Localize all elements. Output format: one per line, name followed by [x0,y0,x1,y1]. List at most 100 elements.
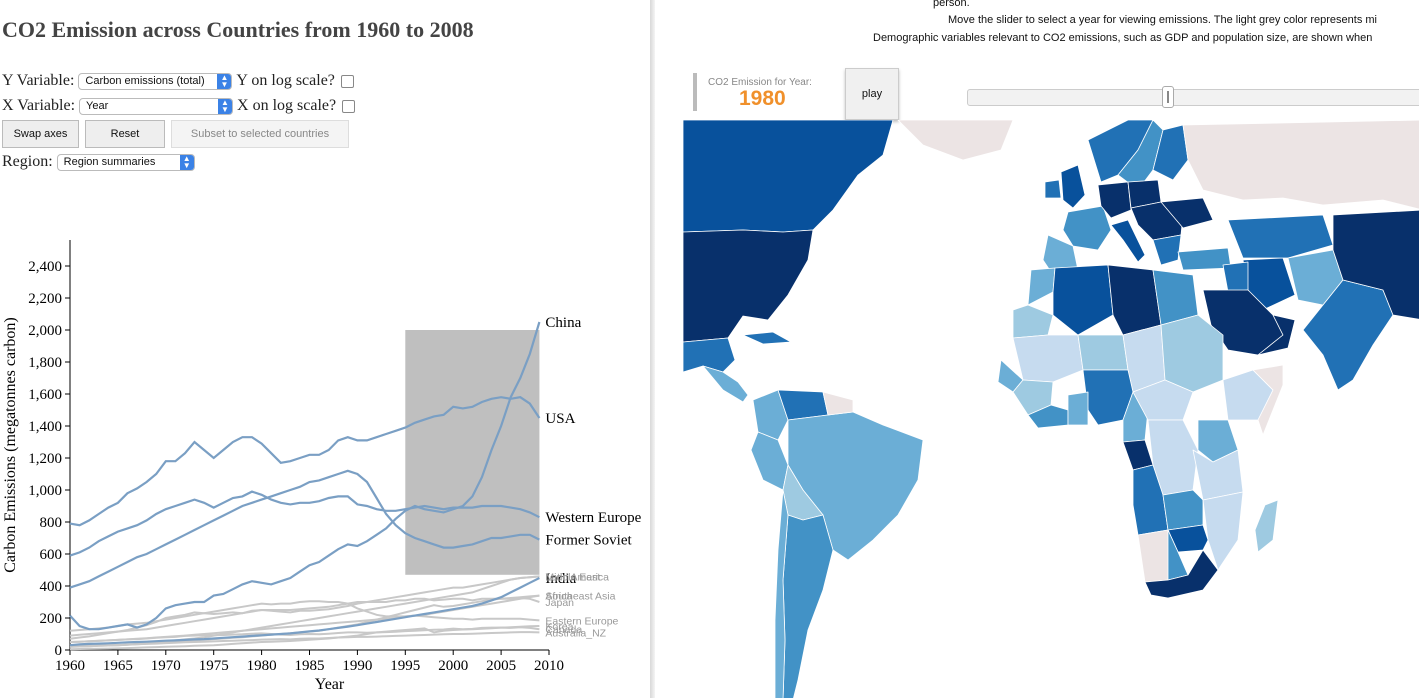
y-tick-label: 600 [40,547,63,563]
country-chile[interactable] [774,489,789,698]
x-tick-label: 2005 [486,658,516,674]
country-mexico[interactable] [683,337,736,373]
play-button[interactable]: play [845,68,899,120]
instruction-line-1: person. [933,0,970,9]
x-tick-label: 1965 [103,658,133,674]
country-gabon-congo[interactable] [1122,439,1154,471]
page-title: CO2 Emission across Countries from 1960 … [2,17,474,42]
instruction-line-2: Move the slider to select a year for vie… [948,14,1377,26]
country-colombia[interactable] [752,389,789,441]
country-madagascar[interactable] [1254,499,1279,553]
country-ghana[interactable] [1067,391,1089,426]
country-ireland[interactable] [1044,179,1062,199]
country-germany[interactable] [1097,181,1132,219]
y-tick-label: 2,400 [28,259,62,275]
world-choropleth-map[interactable] [683,120,1419,698]
series-line-usa[interactable] [69,396,541,527]
country-central-asia[interactable] [1227,214,1334,259]
series-line-western-europe[interactable] [69,490,540,557]
line-chart-panel: CO2 Emission across Countries from 1960 … [0,0,650,698]
reset-button[interactable]: Reset [85,120,165,148]
country-guianas[interactable] [822,391,854,416]
x-axis-label: Year [315,676,345,693]
series-line-australia-nz[interactable] [69,631,540,647]
country-canada[interactable] [683,120,894,233]
year-slider-handle[interactable] [1162,86,1174,108]
series-end-label: Australia_NZ [545,627,606,639]
subset-button[interactable]: Subset to selected countries [171,120,349,148]
y-axis-label: Carbon Emissions (megatonnes carbon) [2,317,19,573]
emissions-line-chart[interactable]: 0 200 400 600 800 1,000 1,200 1,400 1,600 1,800 2,… [0,200,650,698]
country-italy[interactable] [1110,219,1146,263]
y-variable-value: Carbon emissions (total) [85,75,205,87]
chevron-updown-icon: ▲ ▼ [179,154,194,170]
y-tick-label: 1,600 [28,387,62,403]
country-somalia[interactable] [1252,364,1284,436]
series-end-label: Western Europe [545,510,641,526]
series-line-japan[interactable] [69,596,540,640]
x-tick-label: 1985 [295,658,325,674]
x-variable-row: X Variable: Year ▲ ▼ X on log scale? [2,97,356,115]
series-line-former-soviet[interactable] [69,469,540,589]
x-tick-label: 1975 [199,658,229,674]
country-cuba[interactable] [742,331,792,345]
map-panel: person. Move the slider to select a year… [655,0,1419,698]
series-line-india[interactable] [69,577,540,647]
series-end-label: China [545,315,581,331]
panel-divider [650,0,655,698]
country-guinea[interactable] [1012,379,1054,416]
year-slider[interactable] [967,86,1419,108]
country-libya[interactable] [1107,264,1162,336]
x-tick-label: 2000 [438,658,468,674]
country-central-america[interactable] [702,365,749,403]
x-tick-label: 1990 [342,658,372,674]
region-select[interactable]: Region summaries ▲ ▼ [56,153,195,171]
brush-selection-box[interactable] [405,330,540,575]
x-log-label: X on log scale? [237,97,337,114]
country-russia[interactable] [1182,120,1419,210]
series-end-label: Former Soviet [545,533,632,549]
x-log-checkbox[interactable] [342,99,356,113]
country-oman[interactable] [1257,314,1296,356]
year-display: CO2 Emission for Year: 1980 [693,73,837,111]
country-ukraine[interactable] [1160,197,1214,229]
country-uk[interactable] [1060,164,1086,209]
y-tick-label: 2,200 [28,291,62,307]
country-tanzania[interactable] [1192,449,1244,501]
country-south-africa[interactable] [1144,549,1219,599]
y-tick-label: 0 [55,643,63,659]
country-western-sahara[interactable] [1012,304,1054,339]
y-tick-label: 2,000 [28,323,62,339]
x-tick-label: 1980 [247,658,277,674]
country-algeria[interactable] [1052,264,1114,336]
country-iraq[interactable] [1222,261,1249,293]
swap-axes-button[interactable]: Swap axes [2,120,79,148]
x-tick-label: 1960 [55,658,85,674]
country-zambia[interactable] [1162,489,1204,531]
country-balkans[interactable] [1152,234,1182,266]
y-variable-label: Y Variable: [2,72,75,89]
country-mozambique[interactable] [1202,491,1244,571]
series-line-latin-america[interactable] [69,575,540,637]
country-mali[interactable] [1012,334,1084,383]
country-peru[interactable] [750,431,789,491]
y-tick-label: 800 [40,515,63,531]
country-china[interactable] [1332,209,1419,320]
chevron-updown-icon: ▲ ▼ [217,73,232,89]
y-tick-label: 1,400 [28,419,62,435]
x-variable-select[interactable]: Year ▲ ▼ [79,97,234,115]
series-end-label: Korea [545,621,573,633]
series-line-canada[interactable] [69,626,540,643]
y-log-label: Y on log scale? [236,72,335,89]
y-variable-select[interactable]: Carbon emissions (total) ▲ ▼ [78,72,233,90]
country-usa[interactable] [683,229,814,343]
country-argentina[interactable] [782,514,834,698]
country-morocco[interactable] [1027,267,1056,306]
series-end-label: Eastern Europe [545,615,618,627]
country-niger[interactable] [1077,334,1129,371]
y-log-checkbox[interactable] [340,74,354,88]
country-greenland[interactable] [897,120,1014,161]
country-car[interactable] [1132,379,1194,421]
country-france[interactable] [1062,205,1112,251]
x-tick-label: 2010 [534,658,564,674]
